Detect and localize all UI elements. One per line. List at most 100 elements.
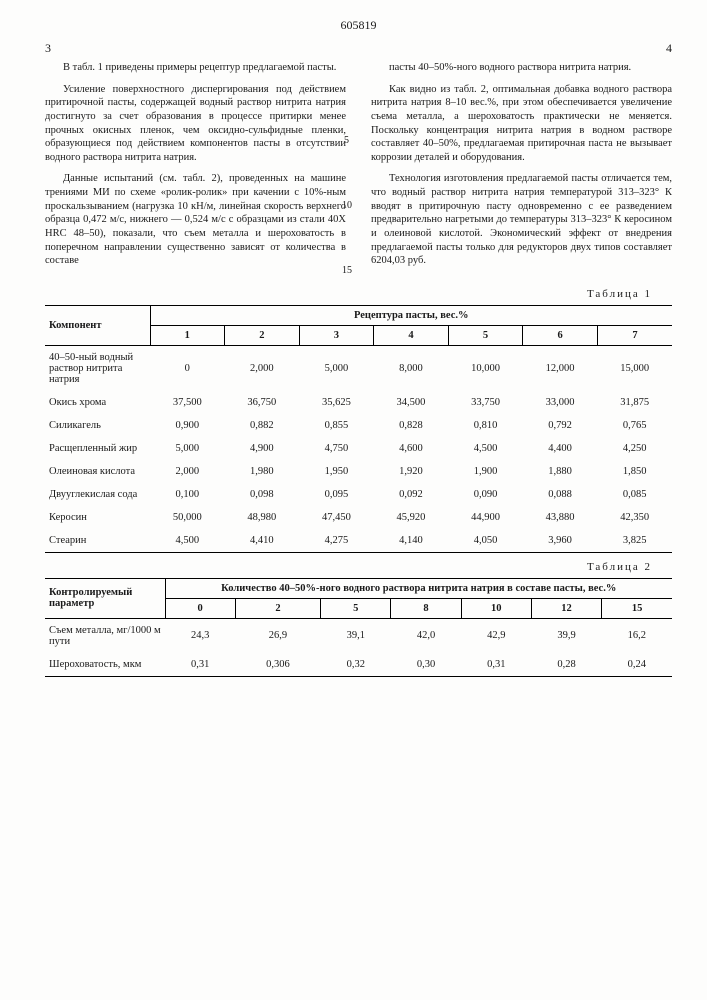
table-cell: 2,000 [225,345,300,391]
table-cell: 2,000 [150,460,225,483]
table-cell: 33,000 [523,391,598,414]
table-cell: 33,750 [448,391,523,414]
table-cell: 4,140 [374,529,449,553]
table-cell: 0,792 [523,414,598,437]
table-cell: 0,32 [321,653,391,677]
table-cell: 0,085 [597,483,672,506]
right-p3: Технология изготовления предлагаемой пас… [371,172,672,267]
table-cell: 31,875 [597,391,672,414]
table-cell: 0,882 [225,414,300,437]
table-cell: 4,500 [150,529,225,553]
table-cell: 0,095 [299,483,374,506]
t1-col-4: 4 [374,325,449,345]
left-p3: Данные испытаний (см. табл. 2), проведен… [45,172,346,267]
table-cell: 3,960 [523,529,598,553]
table-cell: 45,920 [374,506,449,529]
t1-head-recipe: Рецептура пасты, вес.% [150,305,672,325]
table-row-label: Керосин [45,506,150,529]
table-cell: 39,9 [531,618,601,653]
table-1: Компонент Рецептура пасты, вес.% 1 2 3 4… [45,305,672,553]
table-cell: 36,750 [225,391,300,414]
t1-col-3: 3 [299,325,374,345]
table-row-label: Олеиновая кислота [45,460,150,483]
table-cell: 0,098 [225,483,300,506]
table-cell: 0,31 [165,653,235,677]
t1-col-1: 1 [150,325,225,345]
right-p2: Как видно из табл. 2, оптимальная добавк… [371,83,672,165]
table-row-label: Двууглекислая сода [45,483,150,506]
table-cell: 15,000 [597,345,672,391]
t2-col-2: 5 [321,598,391,618]
table-cell: 16,2 [602,618,672,653]
t1-col-7: 7 [597,325,672,345]
table-row-label: Стеарин [45,529,150,553]
right-p1: пасты 40–50%-ного водного раствора нитри… [371,61,672,75]
line-marker-5: 5 [344,135,349,146]
t2-col-4: 10 [461,598,531,618]
table-cell: 1,980 [225,460,300,483]
left-p1: В табл. 1 приведены примеры рецептур пре… [45,61,346,75]
t2-head-qty: Количество 40–50%-ного водного раствора … [165,578,672,598]
table-cell: 1,880 [523,460,598,483]
table-row-label: Расщепленный жир [45,437,150,460]
table-cell: 4,410 [225,529,300,553]
table-cell: 1,950 [299,460,374,483]
table-cell: 0,306 [235,653,320,677]
table-cell: 47,450 [299,506,374,529]
table-cell: 4,500 [448,437,523,460]
table-cell: 0,30 [391,653,461,677]
line-marker-10: 10 [342,200,352,211]
table-cell: 34,500 [374,391,449,414]
table-cell: 0,092 [374,483,449,506]
table-row-label: Окись хрома [45,391,150,414]
table1-title: Таблица 1 [45,288,652,300]
t2-col-6: 15 [602,598,672,618]
table-row-label: Шероховатость, мкм [45,653,165,677]
table-cell: 0,100 [150,483,225,506]
table-cell: 0,765 [597,414,672,437]
t1-col-5: 5 [448,325,523,345]
table-cell: 1,900 [448,460,523,483]
table-cell: 3,825 [597,529,672,553]
table-cell: 5,000 [150,437,225,460]
table-cell: 8,000 [374,345,449,391]
table-cell: 1,920 [374,460,449,483]
table-cell: 0 [150,345,225,391]
t2-col-3: 8 [391,598,461,618]
table-cell: 0,900 [150,414,225,437]
text-columns: В табл. 1 приведены примеры рецептур пре… [45,61,672,276]
table-cell: 4,600 [374,437,449,460]
table-cell: 0,090 [448,483,523,506]
table-cell: 35,625 [299,391,374,414]
table-cell: 42,9 [461,618,531,653]
table2-title: Таблица 2 [45,561,652,573]
table-cell: 4,900 [225,437,300,460]
table-cell: 0,088 [523,483,598,506]
table-cell: 26,9 [235,618,320,653]
table-row-label: Съем металла, мг/1000 м пути [45,618,165,653]
table-cell: 39,1 [321,618,391,653]
t2-head-param: Контролируемый параметр [45,578,165,618]
page-left: 3 [45,41,51,56]
right-column: пасты 40–50%-ного водного раствора нитри… [371,61,672,276]
line-marker-15: 15 [342,265,352,276]
t2-col-0: 0 [165,598,235,618]
table-cell: 44,900 [448,506,523,529]
table-cell: 37,500 [150,391,225,414]
table-cell: 0,810 [448,414,523,437]
table-cell: 24,3 [165,618,235,653]
table-cell: 43,880 [523,506,598,529]
table-cell: 0,24 [602,653,672,677]
table-2: Контролируемый параметр Количество 40–50… [45,578,672,677]
table-cell: 0,828 [374,414,449,437]
table-cell: 0,28 [531,653,601,677]
t2-col-1: 2 [235,598,320,618]
left-p2: Усиление поверхностного диспергирования … [45,83,346,165]
table-cell: 4,275 [299,529,374,553]
table-cell: 4,750 [299,437,374,460]
table-cell: 0,855 [299,414,374,437]
doc-number: 605819 [45,18,672,33]
page-right: 4 [666,41,672,56]
table-cell: 50,000 [150,506,225,529]
table-cell: 1,850 [597,460,672,483]
